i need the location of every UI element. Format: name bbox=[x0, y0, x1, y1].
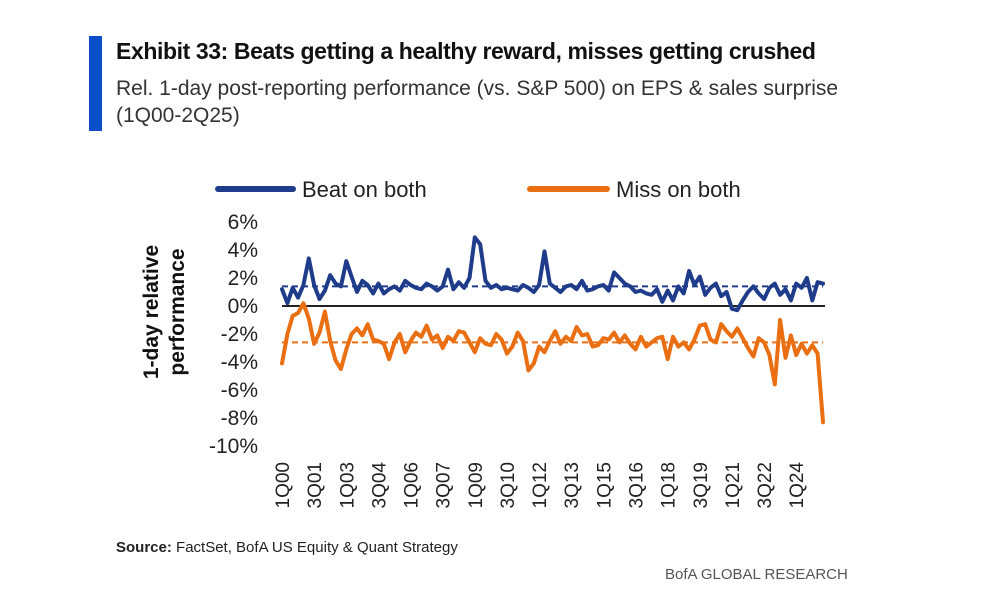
source-label: Source: bbox=[116, 539, 172, 556]
x-tick-label: 1Q09 bbox=[466, 462, 487, 508]
x-tick-label: 3Q16 bbox=[627, 462, 648, 508]
series-line-beat-on-both bbox=[280, 235, 825, 313]
source-note: Source: FactSet, BofA US Equity & Quant … bbox=[116, 539, 458, 556]
y-tick-label: 6% bbox=[228, 211, 258, 234]
y-tick-label: 0% bbox=[228, 295, 258, 318]
x-tick-label: 3Q22 bbox=[755, 462, 776, 508]
x-tick-label: 1Q03 bbox=[337, 462, 358, 508]
x-tick-label: 1Q24 bbox=[787, 462, 808, 509]
accent-bar bbox=[89, 36, 102, 131]
x-tick-label: 1Q21 bbox=[723, 462, 744, 508]
legend-label-beat: Beat on both bbox=[302, 177, 427, 202]
legend-label-miss: Miss on both bbox=[616, 177, 741, 202]
y-tick-label: -4% bbox=[221, 351, 258, 374]
y-tick-label: 4% bbox=[228, 239, 258, 262]
y-tick-label: -10% bbox=[209, 435, 258, 458]
x-tick-label: 3Q01 bbox=[305, 462, 326, 508]
source-text: FactSet, BofA US Equity & Quant Strategy bbox=[176, 539, 458, 556]
x-tick-label: 3Q13 bbox=[562, 462, 583, 508]
chart-subtitle: Rel. 1-day post-reporting performance (v… bbox=[116, 77, 839, 127]
x-tick-label: 3Q04 bbox=[369, 462, 390, 509]
series-line-miss-on-both bbox=[280, 301, 825, 425]
y-tick-label: -2% bbox=[221, 323, 258, 346]
y-axis-title: 1-day relative performance bbox=[140, 245, 189, 379]
x-tick-label: 3Q19 bbox=[691, 462, 712, 508]
y-tick-label: 2% bbox=[228, 267, 258, 290]
brand-label: BofA GLOBAL RESEARCH bbox=[665, 566, 848, 583]
x-tick-label: 1Q12 bbox=[530, 462, 551, 508]
y-tick-label: -8% bbox=[221, 407, 258, 430]
x-tick-label: 1Q18 bbox=[659, 462, 680, 508]
x-tick-label: 1Q15 bbox=[594, 462, 615, 508]
x-tick-label: 1Q00 bbox=[273, 462, 294, 508]
x-tick-label: 3Q07 bbox=[434, 462, 455, 508]
x-tick-label: 1Q06 bbox=[402, 462, 423, 508]
chart-title: Exhibit 33: Beats getting a healthy rewa… bbox=[116, 38, 816, 64]
y-tick-label: -6% bbox=[221, 379, 258, 402]
x-tick-label: 3Q10 bbox=[498, 462, 519, 508]
